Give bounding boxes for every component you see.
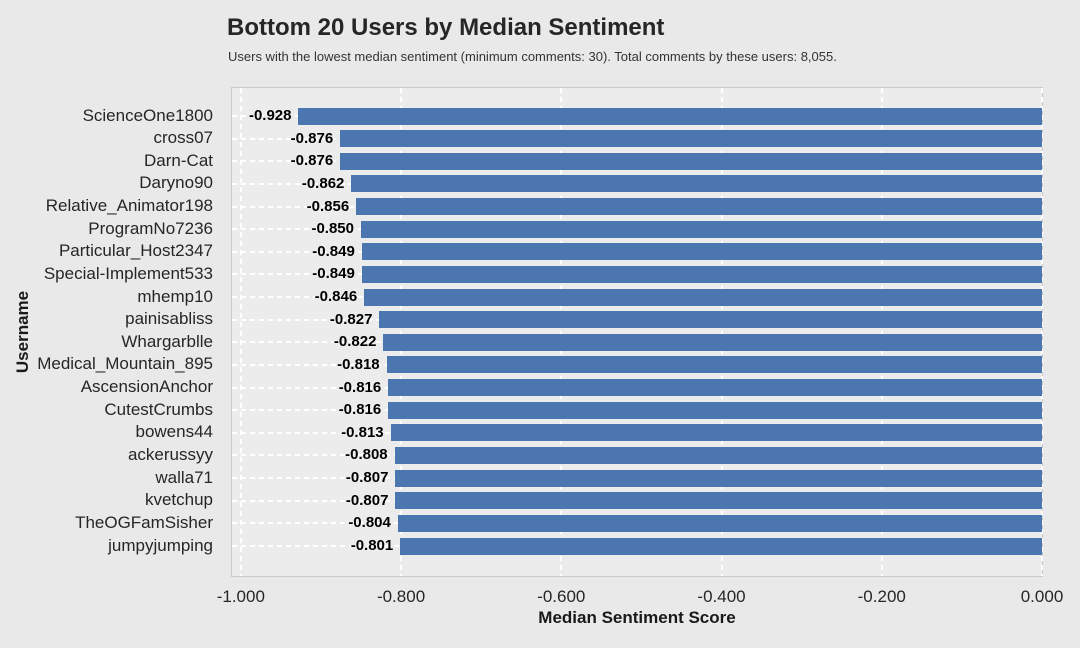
bar-value-label: -0.928 <box>248 107 292 124</box>
y-tick-label: Relative_Animator198 <box>45 196 213 216</box>
sentiment-bar <box>383 333 1042 351</box>
sentiment-bar <box>390 424 1042 442</box>
sentiment-bar <box>364 288 1042 306</box>
bar-value-label: -0.876 <box>290 152 334 170</box>
bar-value-label: -0.827 <box>329 310 373 328</box>
sentiment-bar <box>340 152 1042 170</box>
bar-value-label: -0.862 <box>301 174 345 192</box>
y-tick-label: Daryno90 <box>139 173 213 193</box>
y-tick-label: Whargarblle <box>121 331 213 351</box>
y-tick-label: kvetchup <box>144 490 213 510</box>
y-tick-label: Special-Implement533 <box>43 263 213 283</box>
y-tick-label: AscensionAnchor <box>80 377 213 397</box>
vertical-gridline <box>400 88 403 576</box>
bar-value-label: -0.850 <box>311 220 354 238</box>
sentiment-bar <box>388 379 1042 397</box>
sentiment-bar <box>386 356 1042 374</box>
y-tick-label: mhemp10 <box>137 286 213 306</box>
bar-value-label: -0.807 <box>345 491 389 509</box>
sentiment-bar <box>397 514 1042 532</box>
vertical-gridline <box>720 88 723 576</box>
bar-value-label: -0.804 <box>348 514 391 532</box>
x-tick-label: -1.000 <box>216 587 265 606</box>
x-tick-label: 0.000 <box>1020 587 1064 606</box>
y-tick-label: ProgramNo7236 <box>88 218 213 238</box>
y-tick-label: CutestCrumbs <box>104 399 213 419</box>
sentiment-bar <box>361 243 1042 261</box>
plot-area: -0.928 -0.876 -0.876 -0.862 -0.856 -0.850 -0.8… <box>231 87 1043 577</box>
chart-subtitle: Users with the lowest median sentiment (… <box>228 49 837 64</box>
sentiment-bar <box>388 401 1042 419</box>
y-tick-label: bowens44 <box>135 422 213 442</box>
x-axis-title: Median Sentiment Score <box>538 608 736 627</box>
y-tick-label: cross07 <box>153 128 213 148</box>
vertical-gridline <box>880 88 883 576</box>
bar-value-label: -0.813 <box>341 423 384 441</box>
sentiment-bar <box>395 492 1042 510</box>
y-tick-label: walla71 <box>155 467 213 487</box>
y-tick-label: jumpyjumping <box>108 535 213 555</box>
y-tick-label: Medical_Mountain_895 <box>37 354 213 374</box>
y-tick-label: ScienceOne1800 <box>82 105 213 125</box>
bar-value-label: -0.822 <box>333 333 377 351</box>
vertical-gridline <box>560 88 563 576</box>
bar-value-label: -0.876 <box>290 129 334 147</box>
y-tick-label: Darn-Cat <box>144 150 213 170</box>
x-tick-label: -0.200 <box>857 587 906 606</box>
bar-value-label: -0.856 <box>306 197 350 215</box>
y-tick-label: TheOGFamSisher <box>75 512 213 532</box>
sentiment-bar <box>394 446 1042 464</box>
sentiment-bar <box>351 175 1042 193</box>
bar-value-label: -0.849 <box>312 242 355 260</box>
sentiment-bar <box>340 130 1042 148</box>
bar-value-label: -0.849 <box>312 265 355 283</box>
sentiment-bar <box>360 220 1042 238</box>
sentiment-bar <box>379 311 1042 329</box>
sentiment-bar <box>298 107 1042 125</box>
chart-title: Bottom 20 Users by Median Sentiment <box>227 14 665 41</box>
bar-value-label: -0.801 <box>350 537 394 554</box>
bar-value-label: -0.816 <box>338 378 382 396</box>
x-tick-label: -0.600 <box>537 587 586 606</box>
bar-value-label: -0.816 <box>338 401 382 419</box>
vertical-gridline <box>239 88 242 576</box>
x-tick-label: -0.800 <box>376 587 426 606</box>
vertical-gridline <box>1041 88 1043 576</box>
bar-value-label: -0.846 <box>314 288 358 306</box>
sentiment-bar <box>400 537 1042 555</box>
sentiment-bar <box>356 198 1042 216</box>
y-tick-labels: ScienceOne1800 cross07 Darn-Cat Daryno90 Rel… <box>0 87 213 577</box>
bar-value-label: -0.818 <box>337 355 380 373</box>
x-tick-label: -0.400 <box>697 587 746 606</box>
bar-value-label: -0.807 <box>345 469 389 487</box>
y-tick-label: ackerussyy <box>127 444 213 464</box>
bar-value-label: -0.808 <box>345 446 388 464</box>
sentiment-bar <box>361 265 1042 283</box>
x-tick-labels: -1.000 -0.800 -0.600 -0.400 -0.200 0.000 <box>217 587 1064 609</box>
y-tick-label: Particular_Host2347 <box>58 241 213 261</box>
y-tick-label: painisabliss <box>125 309 213 329</box>
sentiment-bar <box>395 469 1042 487</box>
